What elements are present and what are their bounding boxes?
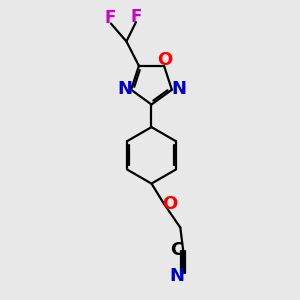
Text: N: N [169,267,184,285]
Text: C: C [170,241,183,259]
Text: N: N [117,80,132,98]
Text: O: O [157,52,172,70]
Text: O: O [162,195,177,213]
Text: F: F [105,9,116,27]
Text: N: N [171,80,186,98]
Text: F: F [131,8,142,26]
